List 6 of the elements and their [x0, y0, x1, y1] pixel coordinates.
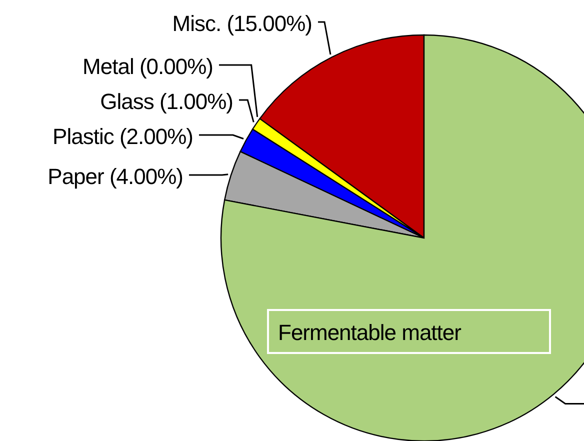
slice-label: Fermentable matter	[278, 320, 462, 345]
slice-label: Misc. (15.00%)	[172, 11, 312, 36]
slice-label: Glass (1.00%)	[100, 89, 233, 114]
category-label: Metal (0.00%)	[82, 54, 213, 79]
slice-label: Plastic (2.00%)	[52, 124, 193, 149]
slice-label: Paper (4.00%)	[48, 164, 183, 189]
